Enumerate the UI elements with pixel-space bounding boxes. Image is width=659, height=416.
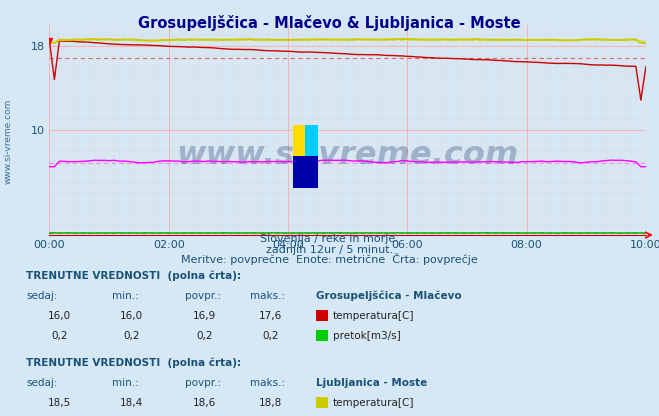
Bar xyxy=(293,156,318,188)
Text: sedaj:: sedaj: xyxy=(26,378,58,388)
Text: 17,6: 17,6 xyxy=(258,311,282,321)
Text: sedaj:: sedaj: xyxy=(26,291,58,301)
Text: TRENUTNE VREDNOSTI  (polna črta):: TRENUTNE VREDNOSTI (polna črta): xyxy=(26,357,241,368)
Text: maks.:: maks.: xyxy=(250,378,285,388)
Text: Slovenija / reke in morje.: Slovenija / reke in morje. xyxy=(260,234,399,244)
Text: 0,2: 0,2 xyxy=(262,331,279,341)
Text: 18,4: 18,4 xyxy=(120,398,144,408)
Text: www.si-vreme.com: www.si-vreme.com xyxy=(3,99,13,184)
Text: temperatura[C]: temperatura[C] xyxy=(333,398,415,408)
Text: temperatura[C]: temperatura[C] xyxy=(333,311,415,321)
Text: Grosupeljščica - Mlačevo: Grosupeljščica - Mlačevo xyxy=(316,290,462,301)
Text: pretok[m3/s]: pretok[m3/s] xyxy=(333,331,401,341)
Text: povpr.:: povpr.: xyxy=(185,378,221,388)
Text: www.si-vreme.com: www.si-vreme.com xyxy=(177,140,519,171)
Text: 0,2: 0,2 xyxy=(51,331,68,341)
Text: 16,0: 16,0 xyxy=(47,311,71,321)
Text: 18,8: 18,8 xyxy=(258,398,282,408)
Bar xyxy=(293,125,318,188)
Text: zadnjih 12ur / 5 minut.: zadnjih 12ur / 5 minut. xyxy=(266,245,393,255)
Text: Ljubljanica - Moste: Ljubljanica - Moste xyxy=(316,378,428,388)
Text: Meritve: povprečne  Enote: metrične  Črta: povprečje: Meritve: povprečne Enote: metrične Črta:… xyxy=(181,253,478,265)
Text: TRENUTNE VREDNOSTI  (polna črta):: TRENUTNE VREDNOSTI (polna črta): xyxy=(26,270,241,281)
Text: povpr.:: povpr.: xyxy=(185,291,221,301)
Text: maks.:: maks.: xyxy=(250,291,285,301)
Text: 18,6: 18,6 xyxy=(192,398,216,408)
Text: 16,9: 16,9 xyxy=(192,311,216,321)
Text: Grosupeljščica - Mlačevo & Ljubljanica - Moste: Grosupeljščica - Mlačevo & Ljubljanica -… xyxy=(138,15,521,30)
Text: 16,0: 16,0 xyxy=(120,311,144,321)
Text: 0,2: 0,2 xyxy=(196,331,213,341)
Bar xyxy=(305,125,318,188)
Text: 18,5: 18,5 xyxy=(47,398,71,408)
Text: min.:: min.: xyxy=(112,291,139,301)
Text: 0,2: 0,2 xyxy=(123,331,140,341)
Text: min.:: min.: xyxy=(112,378,139,388)
